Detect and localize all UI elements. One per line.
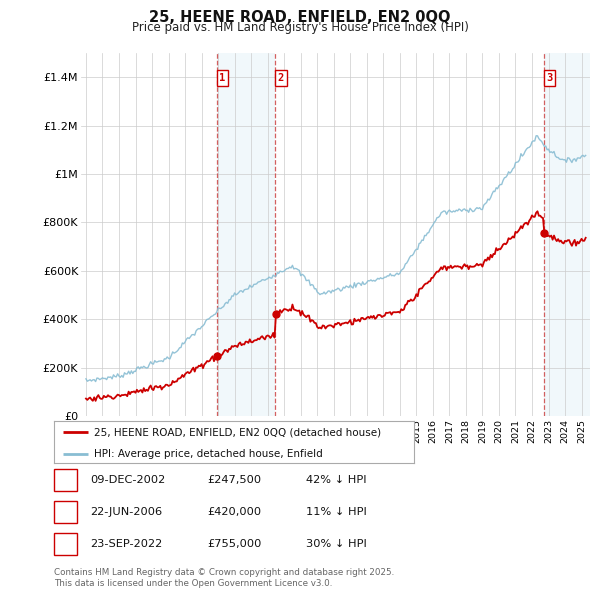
Text: Contains HM Land Registry data © Crown copyright and database right 2025.
This d: Contains HM Land Registry data © Crown c… (54, 568, 394, 588)
Text: 3: 3 (547, 73, 553, 83)
Text: 25, HEENE ROAD, ENFIELD, EN2 0QQ: 25, HEENE ROAD, ENFIELD, EN2 0QQ (149, 10, 451, 25)
Text: 1: 1 (219, 73, 226, 83)
Text: £755,000: £755,000 (207, 539, 262, 549)
Text: Price paid vs. HM Land Registry's House Price Index (HPI): Price paid vs. HM Land Registry's House … (131, 21, 469, 34)
Bar (544, 53, 590, 416)
Text: 25, HEENE ROAD, ENFIELD, EN2 0QQ (detached house): 25, HEENE ROAD, ENFIELD, EN2 0QQ (detach… (94, 427, 381, 437)
Bar (217, 53, 275, 416)
Text: 22-JUN-2006: 22-JUN-2006 (90, 507, 162, 517)
Text: 1: 1 (62, 476, 69, 485)
Text: 2: 2 (278, 73, 284, 83)
Text: £420,000: £420,000 (207, 507, 261, 517)
Text: 42% ↓ HPI: 42% ↓ HPI (306, 476, 367, 485)
Text: 30% ↓ HPI: 30% ↓ HPI (306, 539, 367, 549)
Text: £247,500: £247,500 (207, 476, 261, 485)
Text: 23-SEP-2022: 23-SEP-2022 (90, 539, 162, 549)
Text: 3: 3 (62, 539, 69, 549)
Text: 11% ↓ HPI: 11% ↓ HPI (306, 507, 367, 517)
Text: HPI: Average price, detached house, Enfield: HPI: Average price, detached house, Enfi… (94, 449, 322, 459)
Text: 2: 2 (62, 507, 69, 517)
Text: 09-DEC-2002: 09-DEC-2002 (90, 476, 165, 485)
